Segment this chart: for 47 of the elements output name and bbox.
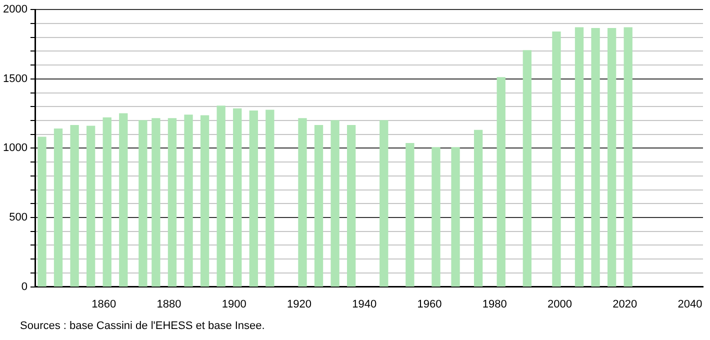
x-tick-label: 1980 — [482, 298, 507, 310]
x-tick-label: 2020 — [612, 298, 638, 310]
bar — [574, 27, 584, 287]
bar — [624, 27, 632, 287]
bar — [184, 114, 193, 287]
x-tick-label: 2000 — [547, 298, 572, 310]
bar — [119, 113, 128, 287]
y-tick-label: 0 — [21, 280, 28, 293]
x-tick-label: 1920 — [286, 298, 312, 310]
bar — [406, 143, 414, 287]
bar — [591, 28, 600, 287]
bar — [346, 125, 356, 287]
y-tick-label: 2000 — [2, 4, 28, 16]
y-tick-label: 1500 — [2, 72, 28, 85]
bar — [298, 118, 307, 287]
bar — [432, 147, 440, 287]
bar — [496, 77, 506, 287]
bar — [168, 118, 177, 287]
bar — [330, 120, 340, 287]
x-tick-label: 1960 — [417, 298, 442, 310]
y-tick-label: 1000 — [2, 142, 28, 154]
bar — [314, 125, 324, 287]
x-tick-label: 1900 — [222, 298, 246, 310]
bar — [70, 125, 79, 287]
bar — [233, 108, 242, 287]
bar — [552, 31, 561, 287]
bar — [216, 106, 226, 287]
bar — [102, 117, 112, 287]
x-tick-label: 1860 — [92, 298, 116, 310]
bar — [451, 147, 460, 287]
y-tick-label: 500 — [9, 212, 28, 224]
bar — [266, 110, 274, 287]
bar — [86, 126, 96, 287]
bar — [200, 115, 210, 287]
bar — [54, 128, 63, 287]
bar — [474, 130, 483, 287]
bar — [380, 120, 388, 287]
bar — [249, 110, 258, 287]
bar — [522, 50, 532, 287]
source-note: Sources : base Cassini de l'EHESS et base Insee. — [20, 320, 265, 332]
x-tick-label: 2040 — [678, 298, 702, 310]
bar — [138, 120, 148, 287]
bar — [38, 136, 46, 287]
x-tick-label: 1940 — [352, 298, 377, 310]
x-tick-label: 1880 — [156, 298, 182, 310]
bar — [607, 28, 616, 287]
bar — [152, 118, 160, 287]
